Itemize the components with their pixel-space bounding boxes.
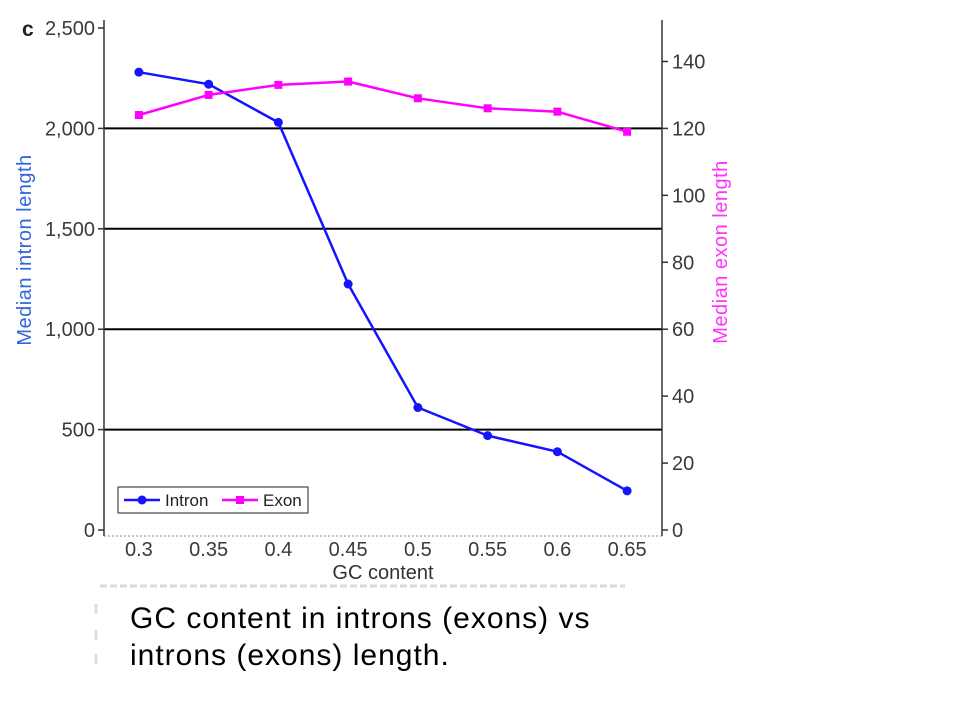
right-axis-label: Median exon length bbox=[710, 160, 732, 344]
left-tick-label: 2,500 bbox=[45, 18, 95, 40]
left-tick-label: 0 bbox=[84, 520, 95, 542]
exon-line bbox=[138, 80, 628, 133]
right-axis-ticks: 0 20 40 60 80 100 120 140 bbox=[662, 51, 705, 542]
intron-point bbox=[622, 486, 632, 496]
x-tick-label: 0.3 bbox=[125, 539, 153, 561]
intron-point bbox=[343, 279, 353, 289]
left-tick-label: 500 bbox=[62, 420, 95, 442]
x-tick-label: 0.4 bbox=[264, 539, 292, 561]
right-tick-label: 0 bbox=[672, 520, 683, 542]
right-tick-label: 100 bbox=[672, 185, 705, 207]
intron-point bbox=[413, 403, 423, 413]
legend-intron-label: Intron bbox=[165, 491, 208, 510]
right-tick-label: 40 bbox=[672, 386, 694, 408]
exon-point bbox=[274, 80, 283, 89]
legend: Intron Exon bbox=[117, 486, 309, 514]
left-axis-ticks: 0 500 1,000 1,500 2,000 2,500 bbox=[45, 18, 104, 542]
exon-point bbox=[553, 107, 562, 116]
intron-point bbox=[204, 79, 214, 89]
exon-point bbox=[344, 77, 353, 86]
x-tick-label: 0.35 bbox=[189, 539, 228, 561]
exon-point bbox=[204, 90, 213, 99]
x-tick-label: 0.55 bbox=[468, 539, 507, 561]
intron-series bbox=[134, 67, 632, 496]
panel-label: c bbox=[22, 18, 34, 41]
intron-point bbox=[552, 447, 562, 457]
legend-intron-marker bbox=[137, 495, 147, 505]
exon-series bbox=[134, 77, 632, 136]
x-tick-label: 0.65 bbox=[608, 539, 647, 561]
intron-line bbox=[138, 70, 628, 492]
x-tick-label: 0.45 bbox=[329, 539, 368, 561]
left-tick-label: 1,000 bbox=[45, 319, 95, 341]
intron-point bbox=[273, 117, 283, 127]
exon-point bbox=[413, 94, 422, 103]
intron-point bbox=[483, 431, 493, 441]
x-axis-ticks: 0.3 0.35 0.4 0.45 0.5 0.55 0.6 0.65 bbox=[125, 539, 647, 561]
exon-point bbox=[623, 127, 632, 136]
exon-point bbox=[134, 111, 143, 120]
axis-lines bbox=[103, 20, 663, 537]
right-tick-label: 80 bbox=[672, 252, 694, 274]
legend-exon-marker bbox=[236, 496, 244, 504]
x-tick-label: 0.5 bbox=[404, 539, 432, 561]
x-tick-label: 0.6 bbox=[543, 539, 571, 561]
left-tick-label: 1,500 bbox=[45, 219, 95, 241]
exon-point bbox=[483, 104, 492, 113]
intron-point bbox=[134, 67, 144, 77]
figure-caption: GC content in introns (exons) vs introns… bbox=[130, 602, 591, 672]
gridlines bbox=[104, 127, 662, 431]
right-tick-label: 120 bbox=[672, 118, 705, 140]
faded-text-residue bbox=[94, 584, 625, 664]
left-axis-label: Median intron length bbox=[14, 154, 36, 345]
x-axis-label: GC content bbox=[332, 562, 434, 584]
left-tick-label: 2,000 bbox=[45, 118, 95, 140]
series-group bbox=[134, 67, 632, 496]
right-tick-label: 60 bbox=[672, 319, 694, 341]
legend-exon-label: Exon bbox=[263, 491, 302, 510]
right-tick-label: 140 bbox=[672, 51, 705, 73]
right-tick-label: 20 bbox=[672, 453, 694, 475]
